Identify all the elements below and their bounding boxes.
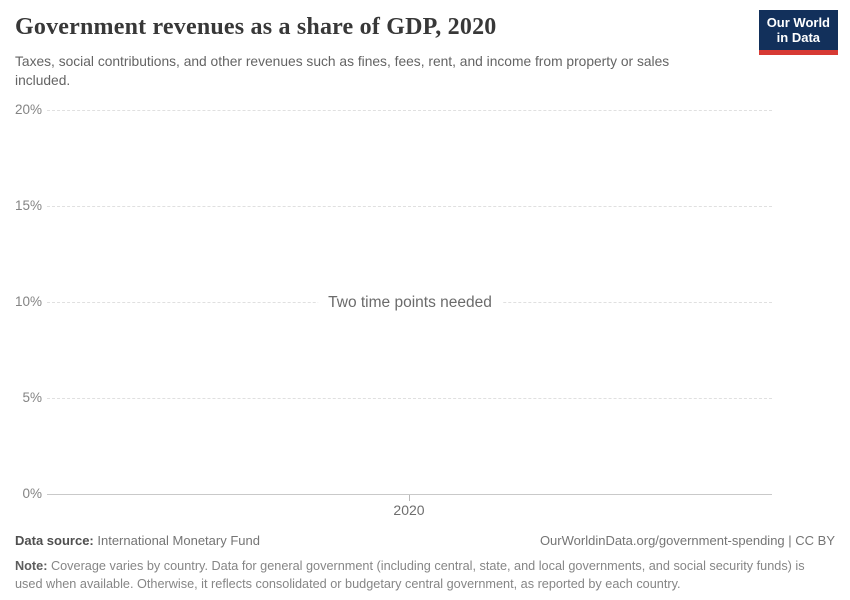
gridline-15	[47, 206, 772, 207]
footer-source-row: Data source: International Monetary Fund…	[15, 533, 835, 548]
y-tick-label-5: 5%	[22, 390, 42, 405]
y-tick-label-15: 15%	[14, 198, 42, 213]
x-tick-label-2020: 2020	[393, 502, 425, 518]
x-tick-mark-2020	[409, 495, 410, 501]
attribution-link[interactable]: OurWorldinData.org/government-spending |…	[539, 533, 835, 548]
gridline-5	[47, 398, 772, 399]
page-title: Government revenues as a share of GDP, 2…	[15, 14, 497, 40]
y-tick-label-10: 10%	[14, 294, 42, 309]
chart-footer: Data source: International Monetary Fund…	[15, 533, 835, 593]
y-tick-label-20: 20%	[14, 102, 42, 117]
data-source-value: International Monetary Fund	[97, 533, 260, 548]
chart-subtitle: Taxes, social contributions, and other r…	[15, 54, 670, 89]
owid-logo-line1: Our World	[766, 15, 830, 30]
note-text: Coverage varies by country. Data for gen…	[15, 559, 805, 592]
data-source-label: Data source:	[15, 533, 94, 548]
footer-note: Note: Coverage varies by country. Data f…	[15, 557, 835, 593]
owid-logo[interactable]: Our World in Data	[758, 10, 838, 55]
x-axis-line	[47, 494, 772, 495]
y-tick-label-0: 0%	[22, 486, 42, 501]
data-source-text: Data source: International Monetary Fund	[15, 533, 260, 548]
note-label: Note:	[15, 559, 48, 573]
gridline-20	[47, 110, 772, 111]
owid-logo-line2: in Data	[776, 30, 821, 46]
empty-state-message: Two time points needed	[318, 294, 502, 312]
